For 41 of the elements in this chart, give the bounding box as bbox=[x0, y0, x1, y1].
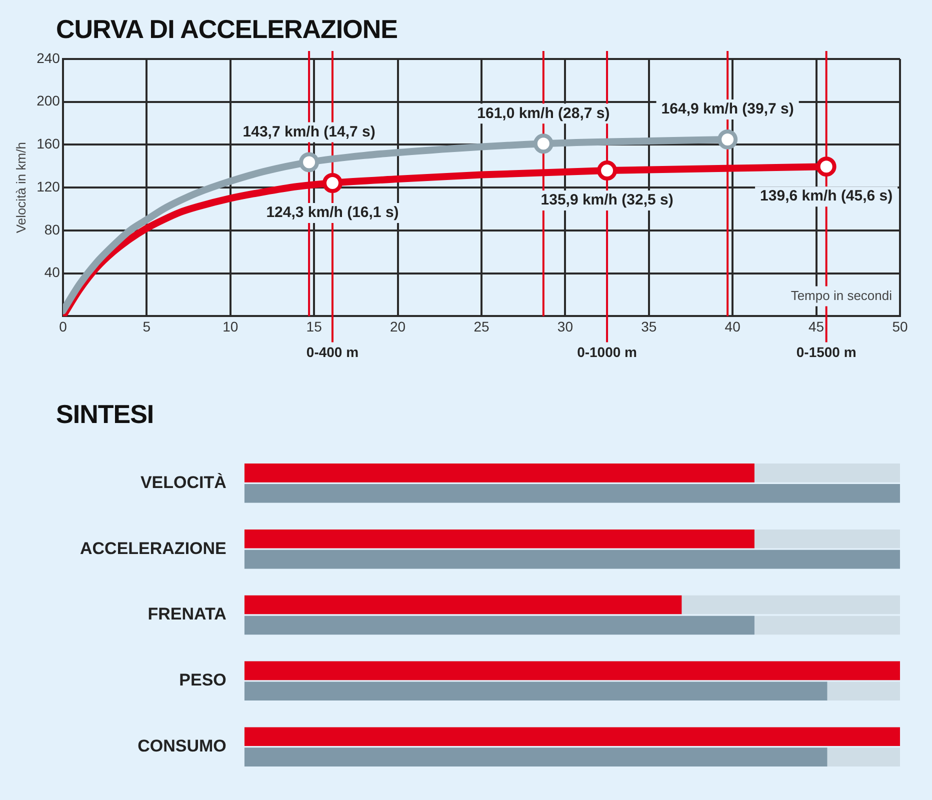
x-tick-label: 45 bbox=[808, 318, 824, 334]
ref-line-label: 0-400 m bbox=[306, 344, 359, 360]
y-tick-label: CONSUMO bbox=[138, 736, 226, 756]
y-tick-label: 200 bbox=[36, 92, 60, 109]
x-tick-label: 40 bbox=[724, 318, 741, 334]
point bbox=[816, 156, 836, 177]
point bbox=[322, 172, 342, 193]
annotation: 124,3 km/h (16,1 s) bbox=[266, 204, 399, 222]
y-axis-title: Velocità in km/h bbox=[13, 142, 28, 234]
annotation: 161,0 km/h (28,7 s) bbox=[477, 104, 610, 122]
y-tick-label: FRENATA bbox=[148, 604, 226, 624]
x-tick-label: 30 bbox=[557, 318, 574, 334]
x-tick-label: 50 bbox=[892, 318, 908, 334]
x-tick-label: 35 bbox=[641, 318, 657, 334]
point bbox=[533, 134, 554, 154]
ref-line-label: 0-1000 m bbox=[577, 344, 638, 360]
y-tick-label: ACCELERAZIONE bbox=[80, 538, 226, 558]
y-tick-label: 120 bbox=[36, 178, 60, 194]
annotation: 139,6 km/h (45,6 s) bbox=[760, 188, 893, 205]
x-tick-label: 5 bbox=[142, 318, 151, 334]
x-axis-title: Tempo in secondi bbox=[790, 288, 892, 303]
y-tick-label: 40 bbox=[44, 264, 60, 280]
chart-title: CURVA DI ACCELERAZIONE bbox=[55, 13, 398, 45]
y-tick-label: VELOCITÀ bbox=[140, 472, 226, 492]
point bbox=[718, 129, 738, 150]
annotation: 143,7 km/h (14,7 s) bbox=[242, 123, 376, 140]
ref-line-label: 0-1500 m bbox=[796, 344, 856, 360]
y-tick-label: PESO bbox=[179, 670, 226, 690]
chart-title: SINTESI bbox=[55, 398, 155, 430]
x-tick-label: 10 bbox=[222, 318, 238, 334]
x-tick-label: 0 bbox=[59, 318, 68, 334]
y-tick-label: 80 bbox=[44, 221, 60, 238]
x-tick-label: 25 bbox=[474, 318, 490, 334]
annotation: 135,9 km/h (32,5 s) bbox=[540, 192, 674, 209]
point bbox=[597, 160, 618, 181]
y-tick-label: 160 bbox=[36, 136, 60, 152]
x-tick-label: 20 bbox=[390, 318, 406, 334]
y-tick-label: 240 bbox=[36, 50, 60, 66]
annotation: 164,9 km/h (39,7 s) bbox=[661, 100, 794, 118]
point bbox=[299, 152, 320, 172]
x-tick-label: 15 bbox=[306, 318, 322, 334]
